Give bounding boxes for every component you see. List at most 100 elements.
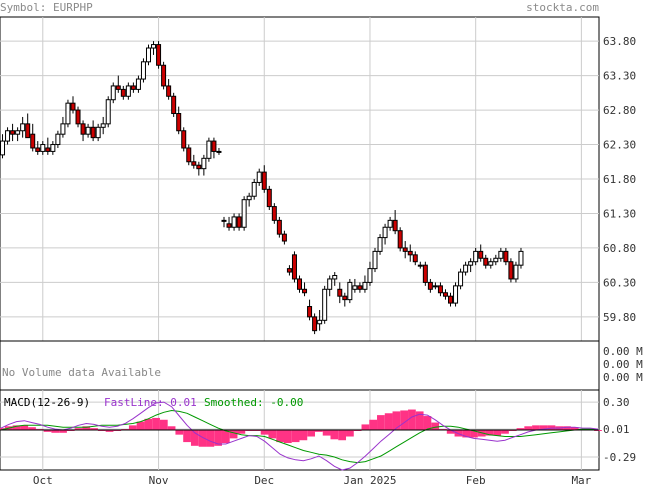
candle-down: [45, 147, 51, 152]
macd-y-axis: 0.30 0.01 -0.29: [603, 396, 636, 464]
macd-histogram-bar: [237, 430, 246, 434]
price-y-tick-label: 60.30: [603, 276, 636, 289]
candle-up: [352, 285, 358, 290]
macd-histogram-bar: [369, 419, 378, 430]
candle-down: [342, 295, 348, 301]
candle-down: [281, 233, 287, 242]
macd-y-tick-label: -0.29: [603, 451, 636, 464]
candle-up: [105, 99, 111, 125]
candle-up: [377, 237, 383, 252]
price-panel: 63.80 63.30 62.80 62.30 61.80 61.30 60.80 60.30…: [0, 16, 636, 342]
price-y-tick-label: 62.30: [603, 139, 636, 152]
macd-histogram-bar: [152, 417, 160, 430]
candle-down: [437, 285, 443, 294]
macd-histogram-bar: [221, 430, 230, 444]
macd-histogram-bar: [51, 430, 60, 433]
candle-down: [75, 109, 81, 125]
macd-histogram-bar: [493, 430, 502, 436]
macd-histogram-bar: [283, 430, 292, 444]
candle-down: [261, 171, 267, 190]
candle-up: [362, 281, 368, 290]
x-tick-label: Dec: [254, 474, 274, 486]
candle-up: [135, 78, 141, 90]
candle-up: [473, 250, 479, 263]
candle-down: [80, 123, 86, 135]
candle-up: [145, 47, 151, 63]
candle-up: [347, 281, 353, 301]
x-tick-label: Jan 2025: [343, 474, 396, 486]
candle-up: [100, 123, 106, 128]
macd-histogram-bar: [315, 430, 323, 432]
candle-up: [327, 278, 333, 290]
candle-down: [402, 247, 408, 252]
candle-down: [412, 254, 418, 263]
candle-down: [478, 250, 484, 259]
candle-up: [256, 171, 262, 183]
macd-histogram-bar: [183, 430, 191, 443]
macd-histogram-bar: [470, 430, 478, 438]
candle-down: [176, 113, 182, 132]
candle-up: [387, 219, 393, 228]
candle-down: [291, 254, 297, 280]
macd-histogram-bar: [570, 427, 579, 430]
macd-histogram-bar: [346, 430, 354, 437]
candle-down: [115, 85, 121, 90]
candle-up: [55, 133, 61, 146]
candle-up: [110, 85, 116, 101]
site-label: stockta.com: [526, 1, 599, 14]
macd-histogram-bar: [167, 426, 176, 430]
macd-histogram-bar: [136, 421, 145, 430]
candle-down: [266, 188, 272, 208]
candle-down: [407, 250, 413, 256]
candle-up: [151, 44, 157, 49]
candle-down: [302, 288, 308, 294]
candle-up: [201, 157, 207, 170]
candle-down: [171, 95, 177, 115]
candle-down: [397, 230, 403, 249]
candle-down: [70, 102, 76, 111]
candle-down: [130, 85, 136, 90]
candlestick-series: [0, 41, 524, 335]
candle-down: [483, 257, 489, 266]
candle-down: [427, 281, 433, 290]
candle-down: [30, 133, 36, 149]
candle-down: [276, 219, 282, 235]
candle-down: [297, 278, 302, 290]
no-volume-label: No Volume data Available: [2, 366, 161, 379]
price-y-tick-label: 63.30: [603, 70, 636, 83]
candle-up: [367, 268, 373, 283]
macd-y-tick-label: 0.30: [603, 396, 630, 409]
macd-histogram-bar: [338, 430, 347, 441]
candle-down: [35, 147, 41, 152]
macd-histogram-bar: [214, 430, 222, 446]
macd-histogram-bar: [128, 425, 137, 430]
macd-histogram-bar: [516, 428, 525, 430]
candle-up: [498, 250, 504, 259]
macd-fastline-label: FastLine: 0.01: [104, 396, 197, 409]
candle-up: [317, 319, 323, 325]
macd-histogram-bar: [144, 418, 153, 430]
macd-histogram-bar: [90, 428, 98, 430]
macd-histogram-bar: [532, 425, 540, 430]
candle-up: [468, 261, 474, 266]
candle-down: [156, 44, 162, 66]
price-y-tick-label: 62.80: [603, 104, 636, 117]
candle-down: [90, 126, 96, 139]
macd-histogram-bar: [299, 430, 308, 441]
candle-up: [493, 257, 499, 263]
x-axis: Oct Nov Dec Jan 2025 Feb Mar: [33, 474, 592, 486]
candle-up: [15, 130, 21, 135]
candle-up: [5, 130, 11, 142]
macd-smoothed-label: Smoothed: -0.00: [204, 396, 303, 409]
candle-down: [120, 88, 126, 97]
price-y-tick-label: 63.80: [603, 35, 636, 48]
candle-up: [382, 226, 388, 239]
price-y-tick-label: 59.80: [603, 311, 636, 324]
candle-up: [85, 126, 91, 135]
macd-histogram-bar: [446, 430, 455, 434]
candle-down: [422, 264, 428, 283]
candle-up: [65, 102, 71, 125]
candle-up: [518, 250, 524, 266]
candle-up: [332, 275, 338, 280]
candle-up: [453, 285, 459, 304]
